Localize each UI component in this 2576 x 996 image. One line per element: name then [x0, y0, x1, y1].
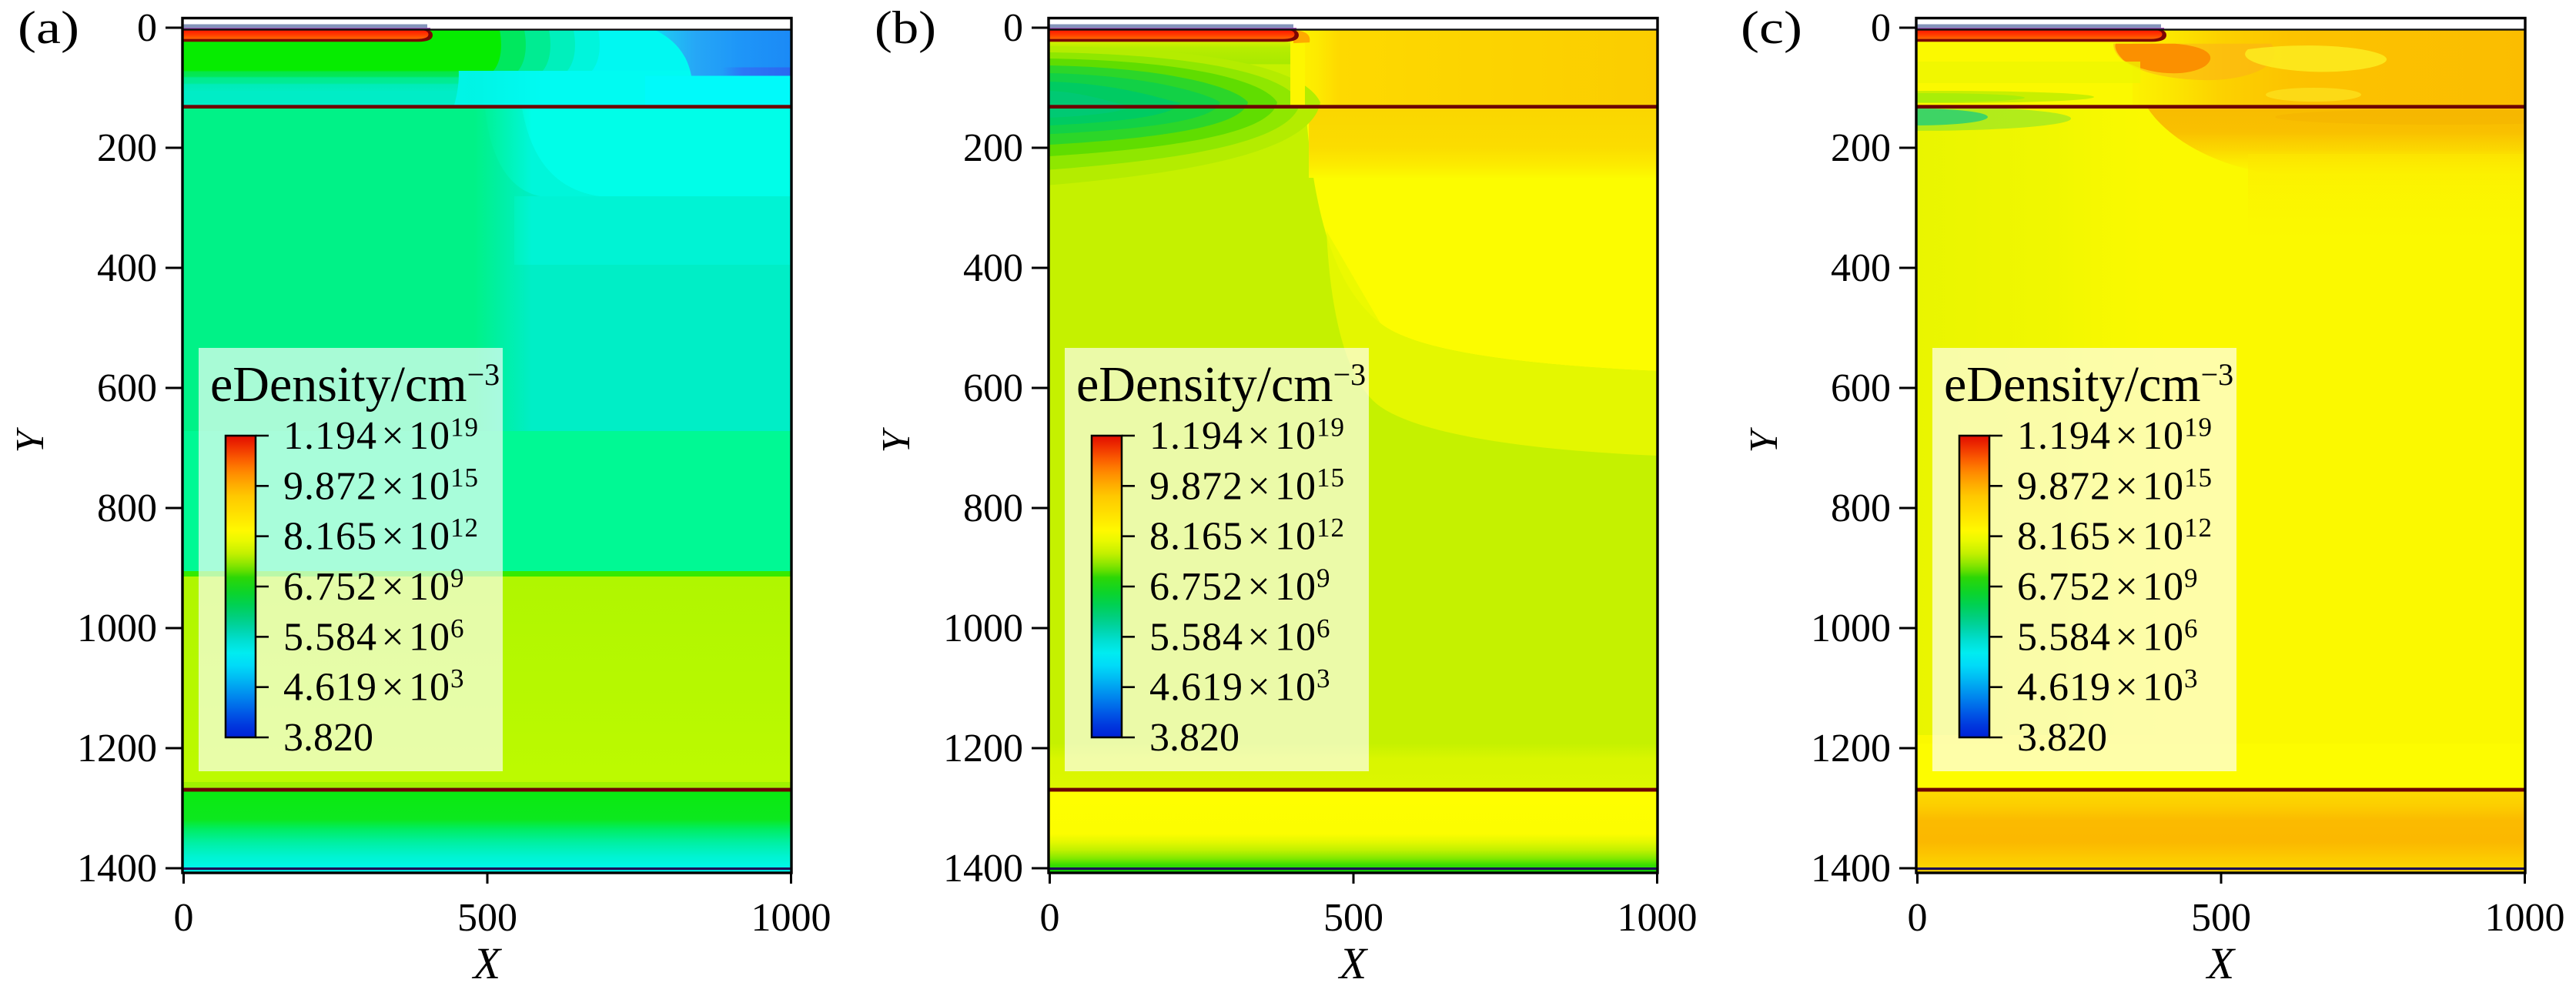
svg-text:0: 0: [137, 6, 157, 50]
svg-text:9.872 × 1015: 9.872 × 1015: [283, 463, 479, 509]
svg-text:6.752 × 109: 6.752 × 109: [283, 563, 465, 610]
svg-text:500: 500: [2191, 896, 2251, 940]
svg-text:5.584 × 106: 5.584 × 106: [283, 613, 465, 660]
svg-text:3.820: 3.820: [2017, 716, 2107, 760]
svg-text:4.619 × 103: 4.619 × 103: [2017, 663, 2199, 710]
svg-text:200: 200: [963, 126, 1023, 170]
svg-text:9.872 × 1015: 9.872 × 1015: [1149, 463, 1345, 509]
svg-text:800: 800: [97, 486, 157, 530]
svg-text:1000: 1000: [1618, 896, 1698, 940]
svg-text:8.165 × 1012: 8.165 × 1012: [2017, 513, 2213, 559]
svg-text:eDensity/cm−3: eDensity/cm−3: [1944, 356, 2233, 413]
svg-text:600: 600: [97, 366, 157, 410]
svg-text:400: 400: [97, 246, 157, 290]
svg-text:800: 800: [963, 486, 1023, 530]
svg-text:3.820: 3.820: [283, 716, 373, 760]
svg-text:1.194 × 1019: 1.194 × 1019: [283, 413, 479, 459]
svg-text:5.584 × 106: 5.584 × 106: [1149, 613, 1331, 660]
svg-text:5.584 × 106: 5.584 × 106: [2017, 613, 2199, 660]
svg-text:1000: 1000: [943, 607, 1023, 650]
svg-text:0: 0: [1908, 896, 1928, 940]
svg-text:8.165 × 1012: 8.165 × 1012: [283, 513, 479, 559]
svg-text:1200: 1200: [1811, 727, 1891, 770]
svg-text:6.752 × 109: 6.752 × 109: [1149, 563, 1331, 610]
svg-text:600: 600: [1831, 366, 1891, 410]
svg-text:X: X: [472, 938, 503, 988]
svg-text:1400: 1400: [1811, 847, 1891, 891]
svg-text:0: 0: [1003, 6, 1023, 50]
svg-text:1200: 1200: [943, 727, 1023, 770]
svg-text:400: 400: [963, 246, 1023, 290]
svg-text:500: 500: [1323, 896, 1383, 940]
svg-text:1000: 1000: [751, 896, 831, 940]
svg-text:0: 0: [1871, 6, 1891, 50]
svg-text:X: X: [1338, 938, 1369, 988]
svg-text:6.752 × 109: 6.752 × 109: [2017, 563, 2199, 610]
svg-text:0: 0: [1040, 896, 1060, 940]
svg-text:500: 500: [457, 896, 517, 940]
svg-text:1400: 1400: [77, 847, 157, 891]
svg-text:eDensity/cm−3: eDensity/cm−3: [1076, 356, 1366, 413]
svg-text:3.820: 3.820: [1149, 716, 1239, 760]
svg-text:200: 200: [97, 126, 157, 170]
svg-text:9.872 × 1015: 9.872 × 1015: [2017, 463, 2213, 509]
svg-text:4.619 × 103: 4.619 × 103: [283, 663, 465, 710]
svg-text:1.194 × 1019: 1.194 × 1019: [2017, 413, 2213, 459]
svg-text:(a): (a): [18, 2, 79, 53]
svg-text:8.165 × 1012: 8.165 × 1012: [1149, 513, 1345, 559]
svg-text:1200: 1200: [77, 727, 157, 770]
svg-text:1000: 1000: [2485, 896, 2565, 940]
svg-text:1000: 1000: [1811, 607, 1891, 650]
svg-text:0: 0: [174, 896, 194, 940]
svg-text:400: 400: [1831, 246, 1891, 290]
svg-text:200: 200: [1831, 126, 1891, 170]
svg-text:Y: Y: [1742, 426, 1786, 453]
svg-text:1000: 1000: [77, 607, 157, 650]
svg-text:800: 800: [1831, 486, 1891, 530]
svg-text:X: X: [2206, 938, 2236, 988]
svg-text:1.194 × 1019: 1.194 × 1019: [1149, 413, 1345, 459]
svg-text:4.619 × 103: 4.619 × 103: [1149, 663, 1331, 710]
svg-text:Y: Y: [8, 426, 52, 453]
svg-text:600: 600: [963, 366, 1023, 410]
svg-text:(c): (c): [1741, 2, 1802, 53]
svg-text:eDensity/cm−3: eDensity/cm−3: [210, 356, 500, 413]
svg-text:1400: 1400: [943, 847, 1023, 891]
svg-text:Y: Y: [875, 426, 918, 453]
svg-text:(b): (b): [875, 2, 936, 53]
